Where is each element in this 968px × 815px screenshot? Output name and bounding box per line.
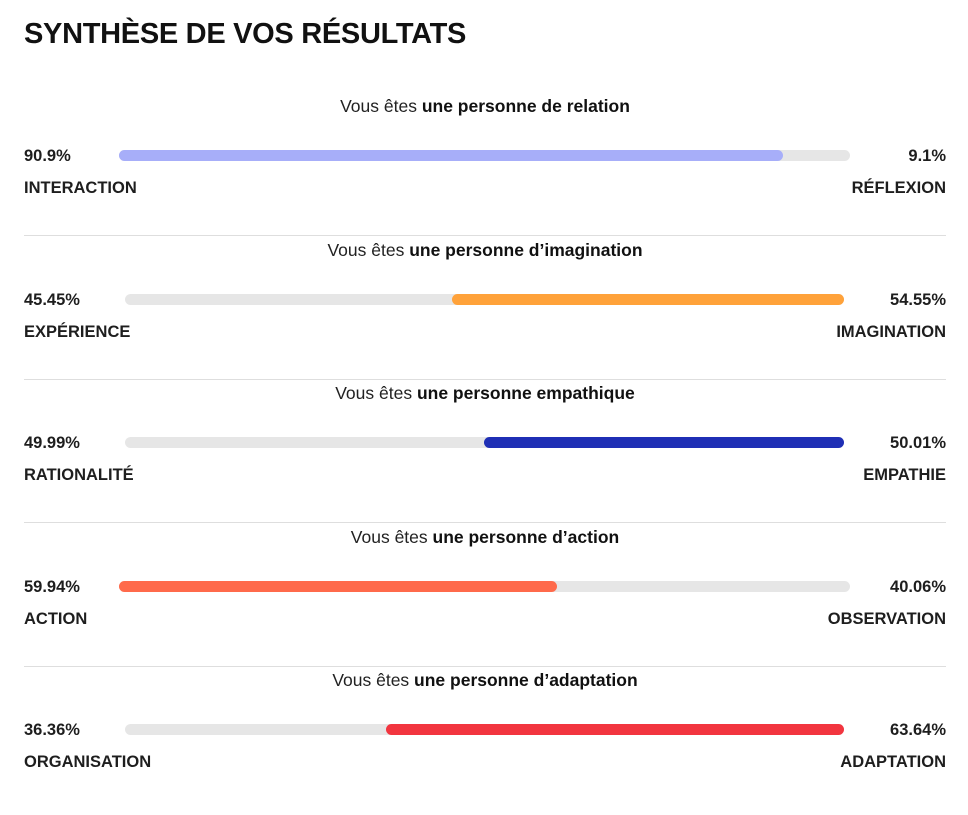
trait-headline-prefix: Vous êtes bbox=[340, 96, 422, 116]
right-percent: 63.64% bbox=[890, 721, 946, 739]
trait-progress-fill bbox=[119, 150, 784, 161]
right-trait-label: EMPATHIE bbox=[863, 466, 946, 484]
left-trait-label: EXPÉRIENCE bbox=[24, 323, 131, 341]
trait-headline-strong: une personne de relation bbox=[421, 96, 630, 116]
trait-headline: Vous êtes une personne de relation bbox=[24, 96, 946, 117]
trait-headline-prefix: Vous êtes bbox=[350, 527, 433, 547]
trait-headline: Vous êtes une personne d’action bbox=[24, 527, 946, 548]
trait-headline: Vous êtes une personne d’adaptation bbox=[24, 670, 946, 691]
trait-progress-track bbox=[125, 724, 844, 735]
trait-headline: Vous êtes une personne d’imagination bbox=[24, 240, 946, 261]
trait-progress-track bbox=[119, 581, 850, 592]
trait-section-adaptation: Vous êtes une personne d’adaptation 36.3… bbox=[24, 666, 946, 810]
left-trait-label: INTERACTION bbox=[24, 179, 137, 197]
trait-headline-strong: une personne d’adaptation bbox=[414, 670, 638, 690]
trait-progress-track bbox=[125, 437, 844, 448]
left-trait-label: RATIONALITÉ bbox=[24, 466, 134, 484]
right-trait-label: ADAPTATION bbox=[840, 753, 946, 771]
trait-progress-fill bbox=[451, 294, 844, 305]
trait-headline-strong: une personne empathique bbox=[416, 383, 635, 403]
left-percent: 45.45% bbox=[24, 291, 80, 309]
trait-headline-prefix: Vous êtes bbox=[335, 383, 417, 403]
right-percent: 50.01% bbox=[890, 434, 946, 452]
left-percent: 59.94% bbox=[24, 578, 80, 596]
trait-progress-fill bbox=[484, 437, 844, 448]
trait-progress-track bbox=[125, 294, 844, 305]
trait-headline-strong: une personne d’action bbox=[432, 527, 620, 547]
left-percent: 49.99% bbox=[24, 434, 80, 452]
trait-section-action: Vous êtes une personne d’action 59.94% 4… bbox=[24, 523, 946, 667]
trait-headline-strong: une personne d’imagination bbox=[409, 240, 643, 260]
trait-section-relation: Vous êtes une personne de relation 90.9%… bbox=[24, 92, 946, 236]
trait-section-empathy: Vous êtes une personne empathique 49.99%… bbox=[24, 379, 946, 523]
left-percent: 90.9% bbox=[24, 147, 71, 165]
right-trait-label: OBSERVATION bbox=[827, 610, 946, 628]
trait-section-imagination: Vous êtes une personne d’imagination 45.… bbox=[24, 236, 946, 380]
left-trait-label: ACTION bbox=[24, 610, 88, 628]
trait-progress-track bbox=[119, 150, 850, 161]
trait-progress-fill bbox=[386, 724, 844, 735]
right-percent: 9.1% bbox=[908, 147, 946, 165]
trait-progress-fill bbox=[119, 581, 558, 592]
right-trait-label: IMAGINATION bbox=[836, 323, 946, 341]
left-percent: 36.36% bbox=[24, 721, 80, 739]
trait-headline-prefix: Vous êtes bbox=[327, 240, 410, 260]
right-trait-label: RÉFLEXION bbox=[851, 179, 946, 197]
right-percent: 54.55% bbox=[890, 291, 946, 309]
left-trait-label: ORGANISATION bbox=[24, 753, 152, 771]
page-title: SYNTHÈSE DE VOS RÉSULTATS bbox=[24, 18, 467, 50]
trait-headline-prefix: Vous êtes bbox=[332, 670, 415, 690]
right-percent: 40.06% bbox=[890, 578, 946, 596]
trait-headline: Vous êtes une personne empathique bbox=[24, 383, 946, 404]
